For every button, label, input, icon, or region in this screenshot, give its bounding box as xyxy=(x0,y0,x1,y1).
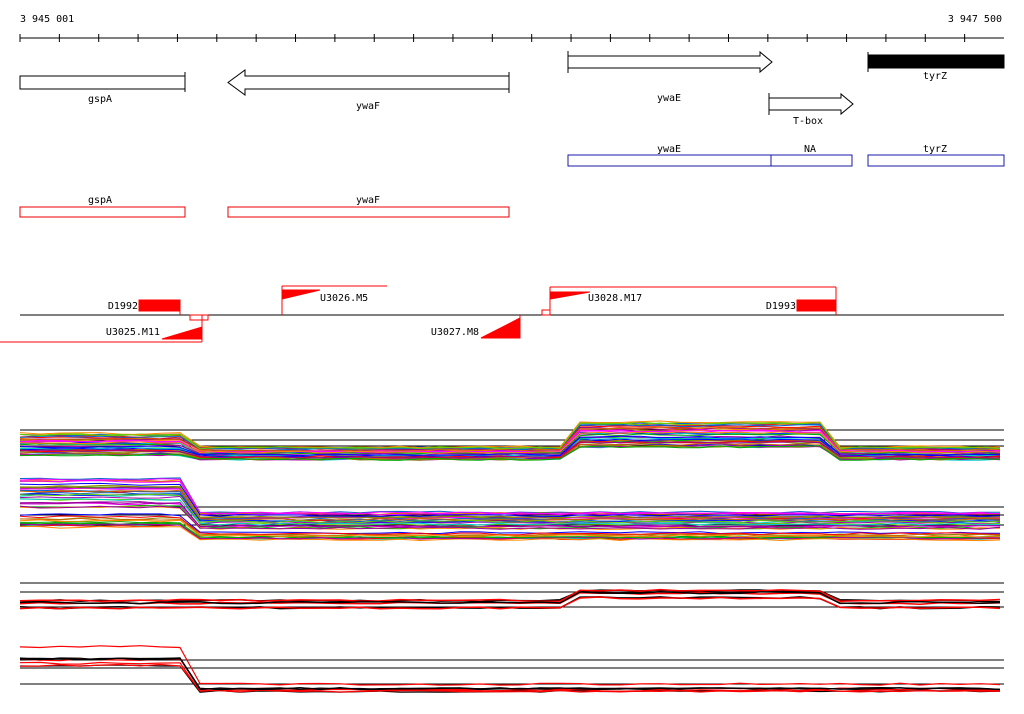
expression-line xyxy=(19,420,1001,449)
gene-label: ywaE xyxy=(657,93,681,104)
feature-label: ywaE xyxy=(657,144,681,155)
segment-flag xyxy=(549,291,591,300)
expression-line xyxy=(19,482,1001,517)
expression-line xyxy=(19,519,1001,538)
expression-line xyxy=(19,422,1001,450)
segment-label: U3027.M8 xyxy=(431,327,479,338)
expression-line xyxy=(19,596,1001,610)
ruler-end: 3 947 500 xyxy=(948,14,1002,25)
feature-label: ywaF xyxy=(356,195,380,206)
segment-label: U3026.M5 xyxy=(320,293,368,304)
expression-line xyxy=(19,429,1001,453)
expression-line xyxy=(19,441,1001,459)
expression-line xyxy=(20,437,1001,457)
gene-arrow xyxy=(227,69,510,96)
feature-label: tyrZ xyxy=(923,144,947,155)
expression-line xyxy=(19,501,1001,528)
expression-line xyxy=(19,480,1001,516)
segment-block xyxy=(138,299,181,312)
segment-label: D1992 xyxy=(108,301,138,312)
expression-line xyxy=(19,426,1001,452)
expression-line xyxy=(19,661,1001,692)
gene-box xyxy=(867,54,1005,69)
expression-line xyxy=(19,489,1001,521)
segment-flag xyxy=(281,289,321,300)
expression-line xyxy=(19,591,1001,605)
segment-label: D1993 xyxy=(766,301,796,312)
segment-box xyxy=(541,309,551,316)
expression-line xyxy=(19,431,1001,454)
segment-track: D1992 U3025.M11 U3026.M5 U3027.M8 U3028.… xyxy=(0,285,1004,343)
expression-line xyxy=(19,478,1001,515)
segment-flag xyxy=(480,317,521,339)
expression-line xyxy=(19,645,1001,686)
expression-line xyxy=(19,505,1001,530)
expression-line xyxy=(19,486,1001,519)
expression-line xyxy=(19,525,1001,542)
feature-box xyxy=(867,154,1005,167)
expression-line xyxy=(19,445,1001,461)
expression-line xyxy=(19,435,1001,457)
blue-track xyxy=(567,154,1005,167)
expression-line xyxy=(19,493,1001,523)
expression-line xyxy=(19,495,1001,525)
feature-box xyxy=(770,154,853,167)
gene-label: gspA xyxy=(88,94,112,105)
feature-box xyxy=(19,206,186,218)
segments xyxy=(0,285,837,343)
segment-box xyxy=(189,314,209,321)
segment-flag xyxy=(161,326,203,340)
gene-label: ywaF xyxy=(356,101,380,112)
gene-track xyxy=(19,50,1005,116)
red-track xyxy=(19,206,510,218)
gene-arrow xyxy=(768,92,854,116)
expression-line xyxy=(19,513,1000,535)
gene-label: tyrZ xyxy=(923,71,947,82)
feature-box xyxy=(227,206,510,218)
feature-label: gspA xyxy=(88,195,112,206)
feature-label: NA xyxy=(804,144,816,155)
expression-line xyxy=(19,523,1001,540)
segment-block xyxy=(796,299,837,312)
segment-label: U3025.M11 xyxy=(106,327,160,338)
expression-panels xyxy=(19,420,1004,693)
expression-line xyxy=(19,515,1001,536)
expression-line xyxy=(19,657,1001,691)
ruler-ticks xyxy=(19,34,966,42)
expression-line xyxy=(19,588,1001,603)
segment-label: U3028.M17 xyxy=(588,293,642,304)
ruler: 3 945 001 3 947 500 xyxy=(19,14,1004,42)
gene-label: T-box xyxy=(793,116,823,127)
feature-box xyxy=(567,154,772,167)
gene-box xyxy=(19,75,186,90)
gene-arrow xyxy=(567,50,773,74)
expression-line xyxy=(19,498,1001,526)
ruler-start: 3 945 001 xyxy=(20,14,74,25)
